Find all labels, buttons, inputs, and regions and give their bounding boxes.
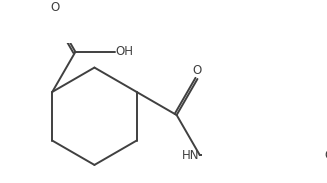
Text: HN: HN — [181, 149, 199, 162]
Text: OH: OH — [115, 45, 133, 58]
Text: O: O — [50, 1, 59, 14]
Text: O: O — [325, 149, 327, 162]
Text: O: O — [193, 64, 202, 77]
